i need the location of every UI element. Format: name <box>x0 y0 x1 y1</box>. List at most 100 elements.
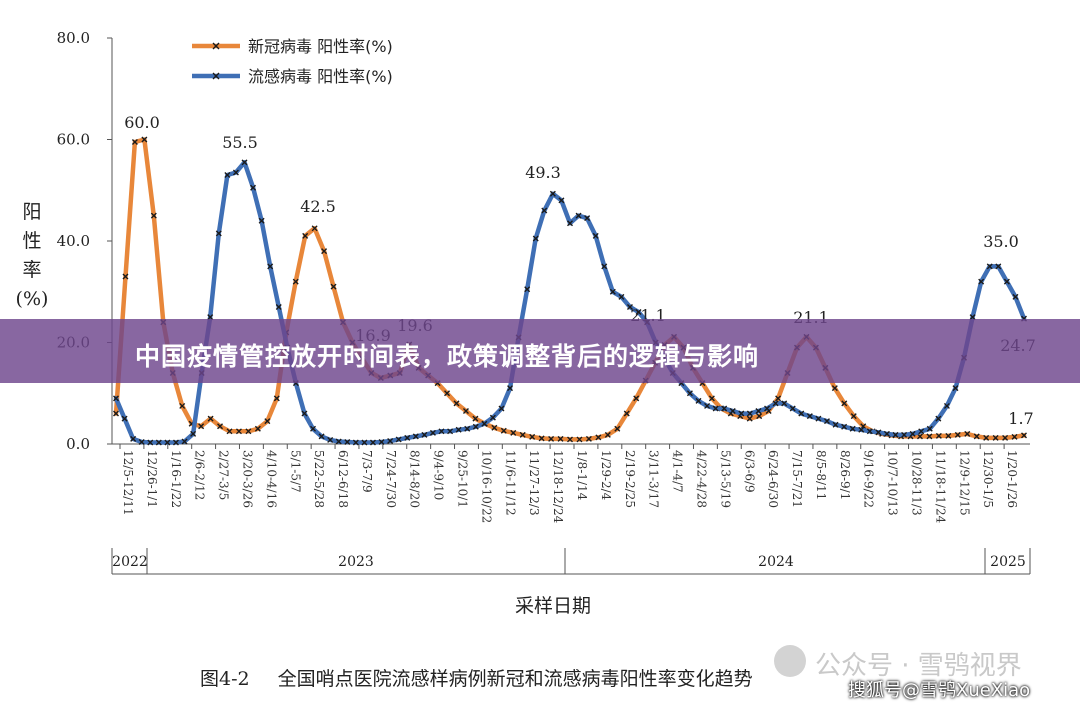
covid-series-point <box>529 433 536 440</box>
flu-series-point <box>113 395 119 402</box>
flu-series-point <box>215 230 222 237</box>
legend-marker <box>212 72 220 80</box>
covid-series-point <box>217 423 224 430</box>
covid-series-point <box>576 436 583 443</box>
covid-series-point <box>935 432 942 439</box>
covid-series-point <box>708 395 715 402</box>
flu-series-point <box>909 430 916 437</box>
figure-caption-text: 全国哨点医院流感样病例新冠和流感病毒阳性率变化趋势 <box>277 668 753 690</box>
flu-series-point <box>429 429 436 436</box>
x-tick-label: 10/16-10/22 <box>479 450 493 523</box>
covid-series-point <box>462 408 469 415</box>
x-tick-label: 12/5-12/11 <box>121 450 135 516</box>
flu-series-point <box>832 421 839 428</box>
flu-series-point <box>258 217 265 224</box>
flu-series-point <box>207 314 214 321</box>
flu-series-point <box>592 232 599 239</box>
covid-series-point <box>585 435 592 442</box>
covid-series-point <box>292 278 299 285</box>
covid-series-point <box>226 428 233 435</box>
y-tick-label: 0.0 <box>66 435 90 453</box>
banner-title: 中国疫情管控放开时间表，政策调整背后的逻辑与影响 <box>135 342 760 371</box>
flu-series-point <box>421 431 428 438</box>
y-axis-label-char: 率 <box>22 259 41 281</box>
covid-series-point <box>510 429 517 436</box>
flu-series-point <box>190 430 197 437</box>
year-label: 2024 <box>758 554 794 570</box>
flu-series-point <box>823 418 830 425</box>
flu-series-point <box>335 438 342 445</box>
x-tick-label: 8/14-8/20 <box>408 450 422 508</box>
covid-series-point <box>472 415 479 422</box>
flu-series-point <box>447 428 454 435</box>
y-axis-label-char: 性 <box>22 230 41 252</box>
flu-series-point <box>995 263 1002 270</box>
x-tick-label: 1/16-1/22 <box>169 450 183 508</box>
flu-series-point <box>875 429 882 436</box>
x-tick-label: 3/20-3/26 <box>240 450 254 508</box>
flu-series-point <box>267 263 274 270</box>
x-tick-label: 12/9-12/15 <box>957 450 971 516</box>
covid-series-point <box>235 428 242 435</box>
year-label: 2022 <box>112 554 148 570</box>
covid-series-point <box>633 395 640 402</box>
year-label: 2023 <box>338 554 374 570</box>
x-tick-label: 1/8-1/14 <box>575 450 589 501</box>
flu-series-point <box>918 428 925 435</box>
legend: 新冠病毒 阳性率(%) 流感病毒 阳性率(%) <box>192 37 393 86</box>
flu-series-point <box>806 413 813 420</box>
covid-series-point <box>245 428 252 435</box>
flu-series-point <box>926 425 933 432</box>
flu-series-point <box>489 414 496 421</box>
flu-series-point <box>1003 278 1010 285</box>
x-tick-label: 4/22-4/28 <box>694 450 708 508</box>
flu-series-point <box>532 235 539 242</box>
data-label: 1.7 <box>1008 409 1033 428</box>
x-tick-label: 3/11-3/17 <box>647 450 661 508</box>
x-tick-label: 7/24-7/30 <box>384 450 398 508</box>
data-label: 42.5 <box>300 197 336 216</box>
covid-series-point <box>557 435 564 442</box>
covid-series-point <box>916 433 923 440</box>
covid-series-point <box>330 283 337 290</box>
covid-series-point <box>746 415 753 422</box>
flu-series-point <box>138 438 145 445</box>
flu-series-point <box>164 439 171 446</box>
flu-series-point <box>507 385 514 392</box>
covid-series-point <box>519 431 526 438</box>
flu-series-point <box>438 428 445 435</box>
flu-series-point <box>344 438 351 445</box>
flu-series-point <box>584 215 591 222</box>
x-tick-label: 6/3-6/9 <box>742 450 756 493</box>
x-tick-label: 10/28-11/3 <box>910 450 924 516</box>
covid-series-point <box>595 434 602 441</box>
covid-series-point <box>614 425 621 432</box>
flu-series-point <box>686 390 693 397</box>
flu-series-point <box>232 169 239 176</box>
x-tick-label: 5/22-5/28 <box>312 450 326 508</box>
flu-series-point <box>464 425 471 432</box>
x-tick-label: 7/15-7/21 <box>790 450 804 508</box>
flu-series-point <box>746 410 753 417</box>
flu-series-point <box>978 278 985 285</box>
flu-series-point <box>841 423 848 430</box>
covid-series-point <box>604 431 611 438</box>
flu-series-point <box>352 439 359 446</box>
covid-series-point <box>500 427 507 434</box>
x-tick-label: 11/27-12/3 <box>527 450 541 516</box>
flu-series-point <box>327 436 334 443</box>
covid-series-point <box>1002 434 1009 441</box>
covid-series-point <box>491 424 498 431</box>
covid-series-point <box>150 212 157 219</box>
flu-series-point <box>155 439 162 446</box>
covid-series-point <box>926 433 933 440</box>
x-tick-label: 6/12-6/18 <box>336 450 350 508</box>
covid-series-point <box>954 431 961 438</box>
legend-entry: 流感病毒 阳性率(%) <box>192 67 393 86</box>
flu-series-point <box>858 426 865 433</box>
flu-series-point <box>549 190 556 197</box>
x-tick-label: 9/16-9/22 <box>862 450 876 508</box>
flu-series-point <box>901 431 908 438</box>
flu-series-point <box>729 408 736 415</box>
covid-series-point <box>841 400 848 407</box>
